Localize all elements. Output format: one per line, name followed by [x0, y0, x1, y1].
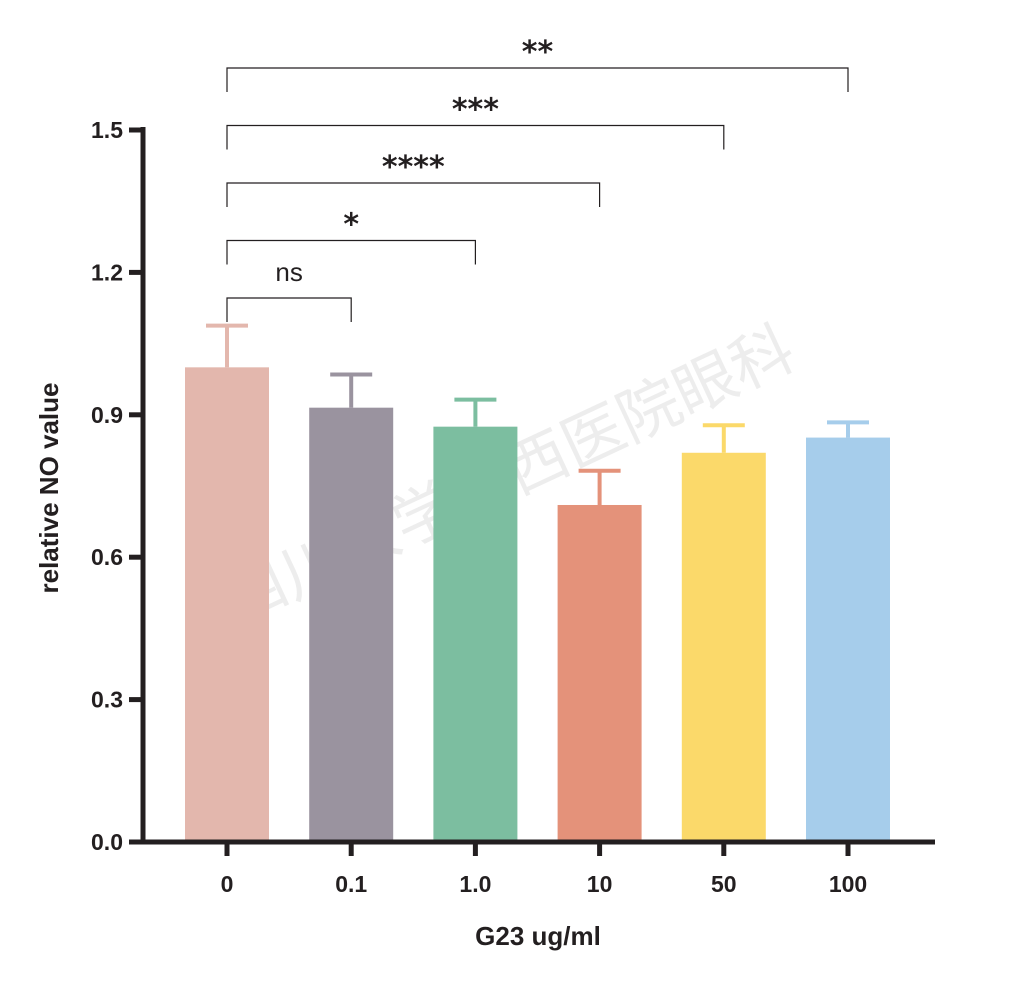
bar-0 — [185, 367, 269, 842]
comparison-label-0: ns — [275, 257, 302, 287]
tick-labels: 0.0 0.3 0.6 0.9 1.2 1.5 0 0.1 1.0 10 50 100 — [91, 117, 867, 897]
bar-2 — [433, 426, 518, 842]
axes — [129, 127, 935, 856]
y-tick-label-2: 0.6 — [91, 544, 123, 570]
comparison-label-4: ** — [522, 35, 554, 70]
x-tick-label-5: 100 — [829, 871, 867, 897]
comparison-bracket-1 — [226, 239, 476, 265]
y-axis-title: relative NO value — [34, 383, 64, 594]
significance-brackets: ns********** — [226, 35, 849, 322]
x-tick-label-0: 0 — [221, 871, 234, 897]
y-tick-label-3: 0.9 — [91, 402, 123, 428]
comparison-label-1: * — [343, 208, 359, 243]
y-tick-label-5: 1.5 — [91, 117, 123, 143]
bar-4 — [681, 452, 766, 842]
y-tick-label-4: 1.2 — [91, 259, 123, 285]
comparison-bracket-2 — [226, 182, 601, 207]
x-tick-label-1: 0.1 — [335, 871, 367, 897]
comparison-label-2: **** — [382, 150, 445, 185]
x-tick-label-2: 1.0 — [459, 871, 491, 897]
x-tick-label-3: 10 — [587, 871, 613, 897]
x-tick-label-4: 50 — [711, 871, 737, 897]
x-axis-title: G23 ug/ml — [475, 921, 601, 951]
y-tick-label-1: 0.3 — [91, 687, 123, 713]
comparison-bracket-0 — [226, 297, 352, 322]
comparison-bracket-4 — [226, 67, 849, 92]
bar-3 — [557, 504, 642, 842]
y-tick-label-0: 0.0 — [91, 829, 123, 855]
bar-5 — [806, 437, 890, 842]
comparison-bracket-3 — [226, 124, 725, 150]
bars — [185, 367, 890, 842]
comparison-label-3: *** — [452, 93, 499, 128]
error-bars — [206, 323, 869, 505]
bar-1 — [309, 407, 394, 842]
